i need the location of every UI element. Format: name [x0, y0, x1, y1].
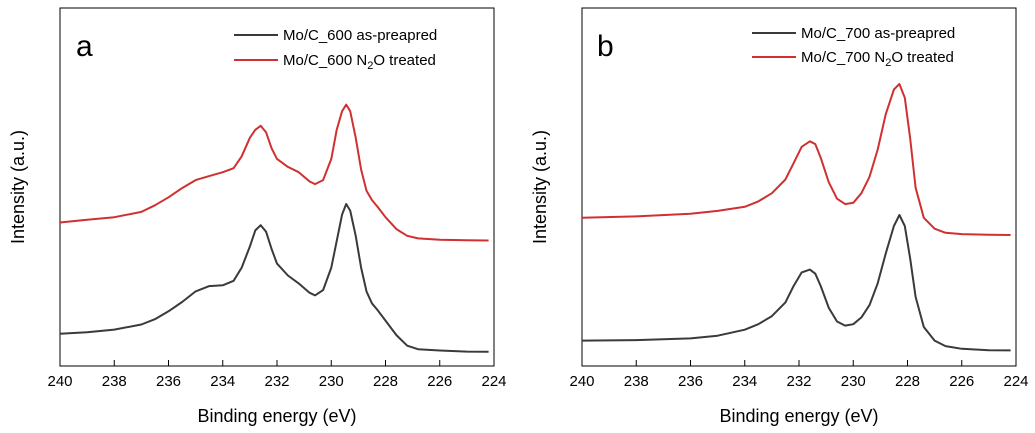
x-tick-label: 224: [481, 373, 506, 390]
legend: Mo/C_600 as-preapred Mo/C_600 N2O treate…: [234, 27, 437, 72]
x-tick-label: 230: [319, 373, 344, 390]
series-line-1: [581, 214, 1011, 352]
x-tick-label: 234: [210, 373, 235, 390]
y-axis-title: Intensity (a.u.): [8, 130, 28, 244]
series-line-1: [59, 203, 489, 353]
panel-label: b: [597, 30, 614, 63]
chart-panel-a: a 240 238 236 234 232 230 228 226 224 Binding en…: [8, 7, 507, 426]
legend-entry-series-2: Mo/C_600 N2O treated: [283, 52, 436, 72]
x-tick-label: 238: [624, 373, 649, 390]
series-line-2: [581, 83, 1011, 236]
x-tick-label: 226: [427, 373, 452, 390]
x-axis-title: Binding energy (eV): [719, 406, 878, 426]
x-tick-label: 240: [47, 373, 72, 390]
x-axis-ticks: 240 238 236 234 232 230 228 226 224: [569, 360, 1029, 390]
x-tick-label: 238: [102, 373, 127, 390]
x-tick-label: 226: [949, 373, 974, 390]
legend-entry-series-1: Mo/C_700 as-preapred: [801, 25, 955, 42]
x-tick-label: 234: [732, 373, 757, 390]
x-tick-label: 236: [156, 373, 181, 390]
x-tick-label: 230: [841, 373, 866, 390]
x-tick-label: 236: [678, 373, 703, 390]
legend: Mo/C_700 as-preapred Mo/C_700 N2O treate…: [752, 25, 955, 69]
panel-label: a: [76, 30, 93, 63]
x-tick-label: 232: [264, 373, 289, 390]
series-lines: [59, 103, 489, 353]
series-lines: [581, 83, 1011, 352]
legend-entry-series-2: Mo/C_700 N2O treated: [801, 49, 954, 69]
x-axis-title: Binding energy (eV): [197, 406, 356, 426]
chart-panel-b: b 240 238 236 234 232 230 228 226 224 Binding en…: [530, 7, 1029, 426]
x-tick-label: 228: [895, 373, 920, 390]
series-line-2: [59, 103, 489, 242]
x-tick-label: 232: [786, 373, 811, 390]
legend-entry-series-1: Mo/C_600 as-preapred: [283, 27, 437, 44]
x-tick-label: 224: [1003, 373, 1028, 390]
x-tick-label: 228: [373, 373, 398, 390]
x-tick-label: 240: [569, 373, 594, 390]
x-axis-ticks: 240 238 236 234 232 230 228 226 224: [47, 360, 507, 390]
y-axis-title: Intensity (a.u.): [530, 130, 550, 244]
